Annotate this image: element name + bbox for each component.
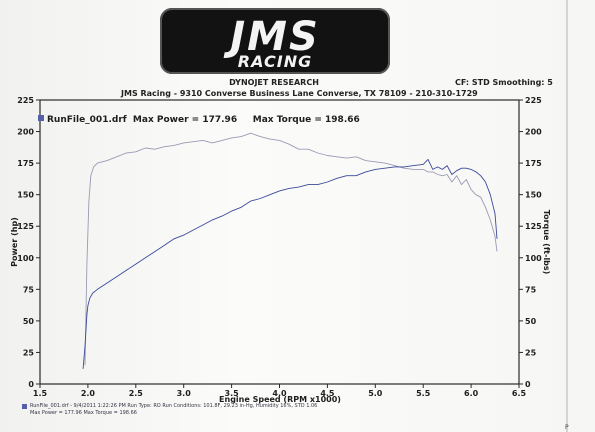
x-tick-label: 2.0	[81, 389, 96, 398]
y-axis-label: Power (hp)	[10, 217, 19, 267]
page-edge-divider	[566, 0, 568, 432]
x-tick-label: 3.5	[225, 389, 240, 398]
x-tick-label: 1.5	[33, 389, 48, 398]
run-conditions-line: RunFile_001.drf - 9/4/2011 1:22:26 PM Ru…	[30, 403, 318, 409]
x-tick-label: 3.0	[177, 389, 192, 398]
plot-frame	[39, 99, 520, 385]
y-tick-label: 225	[17, 96, 34, 105]
x-tick-label: 6.5	[512, 389, 527, 398]
y2-tick-label: 50	[525, 317, 537, 326]
y2-tick-label: 25	[525, 348, 537, 357]
y-tick-label: 150	[17, 191, 34, 200]
x-tick-label: 4.0	[272, 389, 287, 398]
logo-text-bottom: RACING	[237, 52, 313, 71]
logo-text-top: JMS	[230, 14, 320, 60]
y2-tick-label: 200	[525, 128, 542, 137]
page-edge-text: P	[565, 424, 569, 431]
torque-curve	[84, 132, 498, 366]
y2-tick-label: 125	[525, 222, 542, 231]
title-marker	[38, 115, 44, 121]
max-values-line: Max Power = 177.96 Max Torque = 198.66	[30, 410, 137, 416]
power-curve	[82, 158, 498, 369]
x-tick-label: 5.0	[368, 389, 383, 398]
y2-tick-label: 225	[525, 96, 542, 105]
y-tick-label: 100	[17, 254, 34, 263]
y2-tick-label: 0	[525, 380, 531, 389]
y-tick-label: 75	[23, 285, 35, 294]
y2-axis-label: Torque (ft-lbs)	[542, 210, 551, 275]
y2-tick-label: 150	[525, 191, 542, 200]
y2-tick-label: 175	[525, 159, 542, 168]
chart-title: RunFile_001.drf Max Power = 177.96 Max T…	[47, 115, 360, 125]
y-tick-label: 175	[17, 159, 34, 168]
correction-factor-info: CF: STD Smoothing: 5	[455, 78, 553, 87]
y-tick-label: 25	[23, 348, 35, 357]
y-tick-label: 0	[28, 380, 34, 389]
x-tick-label: 2.5	[129, 389, 144, 398]
y-tick-label: 200	[17, 128, 34, 137]
y2-tick-label: 75	[525, 285, 537, 294]
y-tick-label: 50	[23, 317, 35, 326]
x-tick-label: 4.5	[320, 389, 335, 398]
run-file-icon	[22, 404, 27, 409]
jms-racing-logo: JMS RACING	[160, 8, 390, 74]
report-title: DYNOJET RESEARCH	[229, 78, 319, 87]
x-tick-label: 5.5	[416, 389, 431, 398]
y-tick-label: 125	[17, 222, 34, 231]
shop-address: JMS Racing - 9310 Converse Business Lane…	[121, 89, 478, 98]
x-tick-label: 6.0	[464, 389, 479, 398]
y2-tick-label: 100	[525, 254, 542, 263]
x-axis-label: Engine Speed (RPM x1000)	[219, 395, 341, 404]
